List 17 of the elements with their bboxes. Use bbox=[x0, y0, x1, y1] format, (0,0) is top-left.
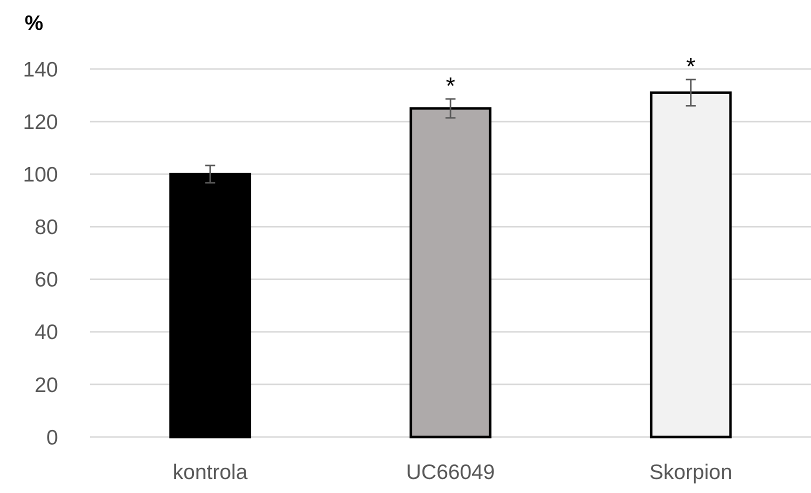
annotation: * bbox=[686, 53, 696, 80]
y-tick-label: 40 bbox=[34, 321, 58, 344]
x-tick-label: kontrola bbox=[172, 461, 248, 484]
x-tick-label: UC66049 bbox=[406, 461, 495, 484]
y-tick-label: 0 bbox=[46, 426, 58, 450]
bar bbox=[650, 91, 732, 438]
y-tick-label: 140 bbox=[22, 58, 58, 82]
y-tick-label: 80 bbox=[34, 216, 58, 240]
y-tick-label: 120 bbox=[22, 110, 58, 134]
x-tick-label: Skorpion bbox=[649, 461, 732, 484]
y-axis-title: % bbox=[24, 12, 44, 35]
bar bbox=[410, 107, 492, 438]
annotation: * bbox=[446, 72, 456, 100]
y-tick-label: 60 bbox=[34, 268, 58, 292]
y-tick-label: 20 bbox=[34, 374, 58, 397]
bar bbox=[169, 172, 252, 438]
y-tick-label: 100 bbox=[22, 163, 58, 186]
